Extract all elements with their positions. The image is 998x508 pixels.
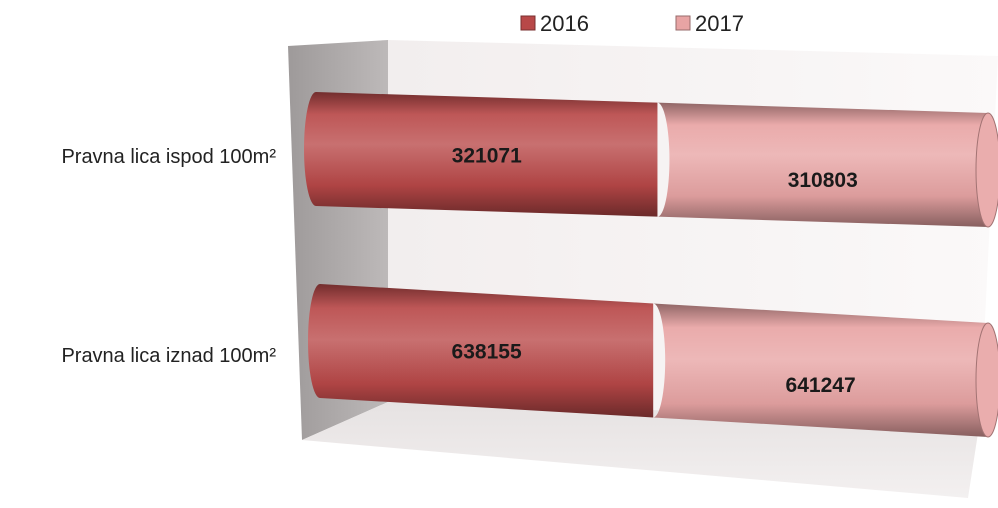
bar-2016-0 [304,92,658,217]
bar-2017-0 [657,102,988,227]
data-label: 310803 [788,169,858,192]
bar-end-cap-0 [975,112,998,228]
category-label: Pravna lica ispod 100m² [61,146,276,168]
bar-series [304,92,998,438]
data-labels: 321071 310803 638155 641247 [452,144,858,397]
data-label: 641247 [786,374,856,397]
category-axis: Pravna lica ispod 100m² Pravna lica iznad… [61,146,276,367]
data-label: 638155 [452,341,522,364]
data-label: 321071 [452,144,522,167]
bar-2017-1 [653,303,988,437]
legend-label-2016: 2016 [540,11,589,36]
bar-end-cap-1 [975,322,998,438]
legend-swatch-2016 [520,15,536,31]
category-label: Pravna lica iznad 100m² [61,345,276,367]
legend: 2016 2017 [520,11,744,36]
legend-label-2017: 2017 [695,11,744,36]
legend-swatch-2017 [675,15,691,31]
bar-2016-1 [308,284,654,418]
